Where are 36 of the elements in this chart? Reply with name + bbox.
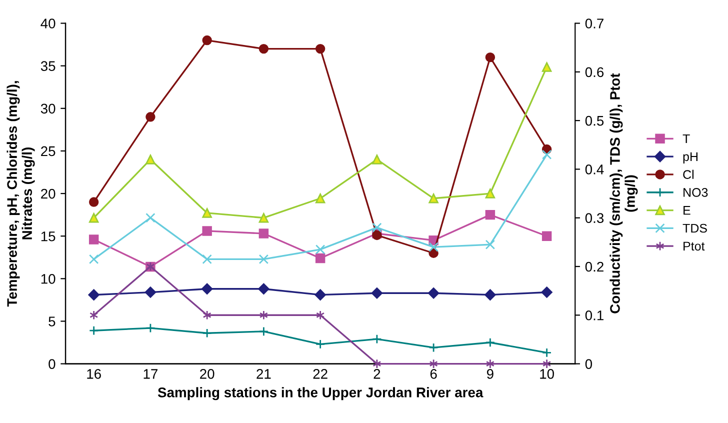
- legend-label: TDS: [682, 224, 707, 233]
- x-tick-label: 22: [313, 369, 328, 379]
- y-tick-label: 5: [48, 316, 56, 326]
- legend-label: T: [682, 134, 690, 144]
- y2-tick-label: 0: [585, 359, 592, 369]
- y2-axis-title: Conductivity (sm/cm), TDS (g/l), Ptot (mg/l): [610, 73, 638, 314]
- legend-label: pH: [683, 152, 698, 164]
- x-tick-label: 6: [430, 369, 437, 379]
- x-tick-label: 21: [256, 369, 271, 379]
- y2-tick-label: 0.5: [585, 116, 604, 126]
- y2-tick-label: 0.3: [585, 213, 604, 224]
- y2-tick-label: 0.2: [585, 262, 604, 272]
- y2-tick-label: 0.7: [585, 18, 604, 28]
- y2-tick-label: 0.6: [585, 67, 604, 78]
- y-tick-label: 0: [48, 359, 56, 369]
- y-tick-label: 40: [40, 18, 56, 28]
- legend-label: Ptot: [684, 242, 705, 251]
- x-tick-label: 10: [540, 369, 554, 379]
- y-tick-label: 25: [41, 146, 56, 156]
- y-tick-label: 15: [41, 232, 56, 242]
- x-tick-label: 2: [374, 369, 380, 379]
- y-tick-label: 30: [40, 104, 56, 114]
- y2-tick-label: 0.1: [585, 310, 604, 320]
- x-tick-label: 16: [87, 369, 101, 379]
- legend-label: NO3: [684, 188, 708, 197]
- y-tick-label: 10: [41, 274, 56, 284]
- x-tick-label: 17: [144, 369, 158, 379]
- y2-tick-label: 0.4: [585, 164, 604, 174]
- y-tick-label: 20: [41, 188, 56, 199]
- y-tick-label: 35: [40, 61, 56, 71]
- x-tick-label: 9: [486, 369, 494, 379]
- x-axis-title: Sampling stations in the Upper Jordan River area: [158, 387, 484, 400]
- legend-label: E: [684, 206, 690, 215]
- legend-label: Cl: [683, 170, 694, 179]
- y-axis-title: Tempereture, pH, Chlorides (mg/l), Nitrates (mg/l): [6, 81, 35, 307]
- x-tick-label: 20: [200, 369, 214, 379]
